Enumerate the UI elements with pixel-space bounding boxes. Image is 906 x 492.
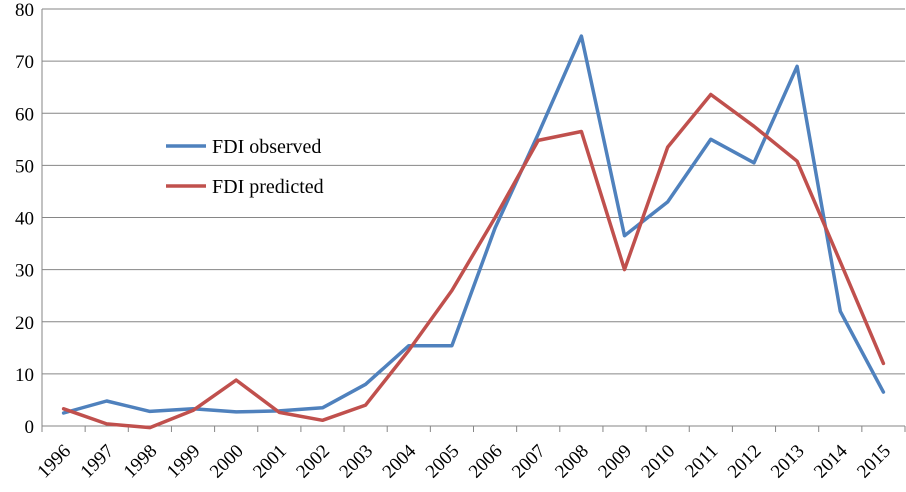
x-tick-label: 2011 — [681, 441, 722, 482]
axes — [41, 9, 906, 432]
series-lines — [61, 34, 886, 430]
y-tick-label: 80 — [15, 0, 34, 21]
x-tick-label: 2007 — [508, 441, 550, 483]
x-tick-label: 2015 — [853, 441, 895, 483]
x-tick-label: 2003 — [335, 441, 377, 483]
x-tick-label: 1996 — [33, 441, 75, 483]
y-tick-label: 70 — [15, 52, 34, 73]
x-tick-label: 1998 — [120, 441, 162, 483]
y-tick-label: 20 — [15, 313, 34, 334]
x-tick-label: 2010 — [637, 441, 679, 483]
x-tick-label: 1997 — [77, 441, 119, 483]
x-tick-labels: 1996 1997 1998 1999 2000 2001 2002 2003 2004 2005… — [33, 440, 895, 482]
y-tick-labels: 0 10 20 30 40 50 60 70 80 — [15, 0, 34, 438]
y-tick-label: 10 — [15, 365, 34, 386]
legend: FDI observed FDI predicted — [166, 136, 324, 198]
y-tick-label: 40 — [15, 209, 34, 230]
x-tick-label: 2006 — [465, 441, 507, 483]
y-tick-label: 30 — [15, 261, 34, 282]
y-tick-label: 0 — [25, 417, 35, 438]
legend-label: FDI observed — [212, 136, 321, 158]
x-tick-label: 2004 — [379, 440, 421, 482]
grid — [42, 8, 905, 375]
x-tick-label: 1999 — [163, 441, 205, 483]
x-tick-label: 2012 — [724, 441, 766, 483]
x-tick-label: 2002 — [292, 441, 334, 483]
x-tick-label: 2001 — [249, 441, 291, 483]
y-tick-label: 50 — [15, 156, 34, 177]
x-tick-label: 2000 — [206, 441, 248, 483]
x-tick-label: 2013 — [767, 441, 809, 483]
x-tick-label: 2005 — [422, 441, 464, 483]
x-tick-label: 2008 — [551, 441, 593, 483]
legend-label: FDI predicted — [212, 176, 324, 198]
x-tick-label: 2014 — [810, 440, 852, 482]
series-line-fdi-observed — [61, 34, 886, 415]
x-tick-label: 2009 — [594, 441, 636, 483]
series-line-fdi-predicted — [61, 92, 886, 430]
y-tick-label: 60 — [15, 104, 34, 125]
